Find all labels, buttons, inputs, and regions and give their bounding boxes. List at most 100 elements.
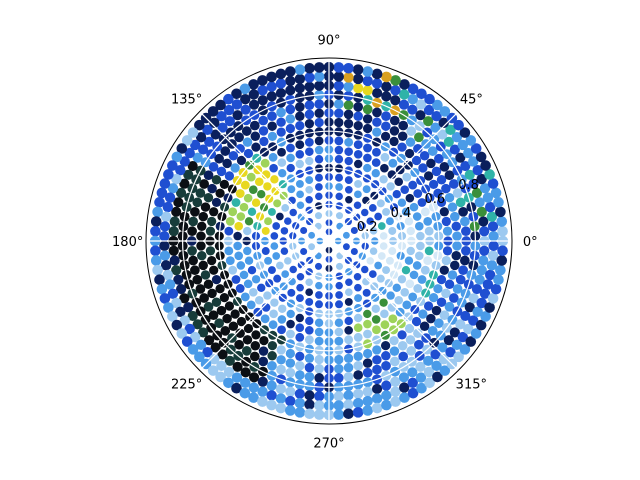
data-point (207, 183, 217, 194)
data-point (362, 75, 373, 87)
data-point (468, 315, 479, 326)
data-point (304, 81, 315, 92)
data-point (404, 217, 414, 226)
data-point (487, 293, 499, 304)
data-point (453, 351, 464, 363)
data-point (314, 363, 324, 374)
data-point (465, 135, 477, 146)
data-point (211, 175, 222, 185)
data-point (461, 226, 471, 237)
data-point (236, 155, 247, 166)
polar-frame (145, 57, 513, 425)
data-point (150, 225, 161, 237)
data-point (294, 73, 306, 85)
data-point (209, 117, 220, 129)
data-point (234, 339, 244, 350)
data-point (443, 335, 454, 346)
data-point (371, 402, 383, 414)
data-point (314, 391, 325, 402)
data-point (247, 207, 257, 216)
data-point (362, 104, 373, 115)
data-point (406, 126, 417, 136)
data-point (389, 126, 400, 136)
data-point (460, 255, 470, 266)
data-point (426, 313, 436, 324)
data-point (419, 151, 430, 161)
data-point (424, 377, 435, 389)
data-point (333, 99, 344, 109)
data-point (458, 265, 468, 276)
data-point (315, 173, 323, 182)
data-point (167, 288, 179, 299)
data-point (233, 241, 242, 251)
data-point (455, 197, 466, 208)
data-point (248, 372, 260, 383)
data-point (273, 199, 282, 208)
data-point (390, 396, 401, 407)
data-point (380, 320, 390, 330)
data-point (187, 245, 197, 256)
data-point (487, 221, 499, 232)
data-point (268, 152, 278, 162)
data-point (334, 155, 344, 164)
data-point (304, 372, 315, 382)
data-point (257, 85, 268, 96)
data-point (295, 351, 305, 361)
angular-tick-label: 0° (523, 235, 538, 250)
data-point (207, 106, 219, 117)
data-point (449, 179, 459, 189)
data-point (496, 216, 508, 227)
data-point (257, 190, 266, 199)
data-point (285, 367, 296, 378)
data-point (342, 243, 350, 251)
data-point (388, 314, 398, 324)
data-point (163, 302, 174, 313)
data-point (231, 88, 242, 100)
data-point (239, 202, 249, 212)
data-point (398, 372, 410, 383)
data-point (445, 124, 456, 136)
data-point (296, 190, 304, 199)
data-point (333, 409, 345, 420)
data-point (352, 64, 364, 75)
data-point (216, 305, 227, 316)
radial-tick-label: 0.8 (458, 178, 479, 193)
data-point (175, 284, 187, 295)
data-point (224, 301, 235, 311)
data-point (334, 108, 344, 119)
data-point (344, 137, 354, 147)
data-point (280, 247, 289, 255)
data-point (413, 189, 423, 198)
data-point (397, 330, 407, 340)
data-point (228, 207, 238, 217)
data-point (423, 104, 435, 116)
data-point (243, 279, 253, 289)
data-point (416, 231, 425, 241)
data-point (371, 158, 381, 167)
data-point (285, 358, 296, 368)
data-point (333, 400, 344, 411)
data-point (490, 283, 502, 295)
data-point (344, 316, 353, 326)
data-point (150, 245, 161, 257)
data-point (487, 250, 499, 261)
data-point (314, 108, 324, 119)
angular-tick-label: 180° (112, 235, 143, 250)
data-point (441, 255, 451, 266)
data-point (246, 300, 256, 310)
data-point (381, 380, 392, 391)
data-point (242, 335, 253, 345)
data-point (287, 288, 296, 297)
data-point (379, 242, 388, 250)
data-point (463, 147, 474, 159)
data-point (240, 180, 250, 190)
data-point (432, 371, 443, 383)
data-point (372, 117, 382, 127)
data-point (366, 217, 374, 225)
data-point (353, 388, 364, 399)
angular-tick-label: 315° (456, 377, 487, 392)
data-point (484, 169, 495, 180)
data-point (468, 156, 479, 167)
data-point (438, 117, 449, 129)
data-point (450, 260, 460, 271)
